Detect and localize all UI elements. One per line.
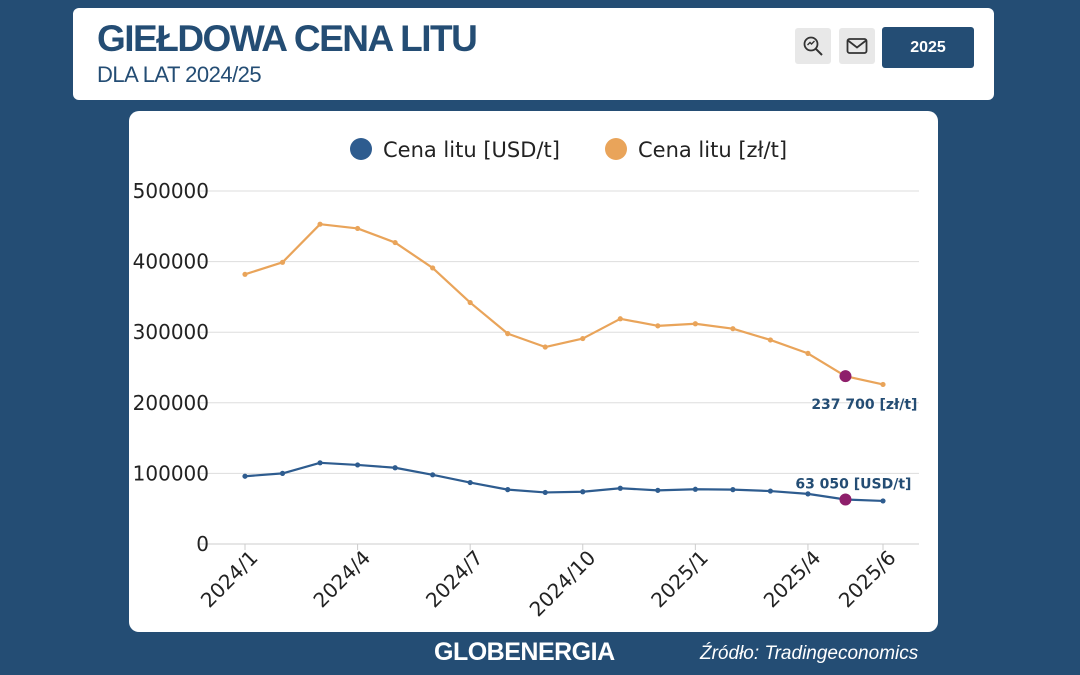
data-point	[580, 489, 586, 495]
mail-icon	[846, 38, 868, 54]
legend-label: Cena litu [USD/t]	[383, 138, 560, 162]
header-card: GIEŁDOWA CENA LITU DLA LAT 2024/25 2025	[73, 8, 994, 100]
data-point	[467, 299, 473, 306]
data-point	[617, 316, 623, 322]
data-point	[467, 479, 473, 486]
x-tick-label: 2025/1	[646, 546, 713, 613]
data-point	[655, 323, 661, 329]
y-tick-label: 0	[196, 532, 209, 556]
data-label: 237 700 [zł/t]	[811, 397, 917, 413]
x-tick-label: 2025/6	[834, 546, 901, 613]
zoom-icon	[803, 36, 823, 56]
y-tick-label: 300000	[133, 320, 209, 344]
data-point	[542, 489, 548, 496]
data-point	[505, 487, 511, 493]
y-tick-label: 500000	[133, 179, 209, 203]
data-point	[805, 491, 811, 497]
series-line	[244, 461, 884, 503]
x-tick-label: 2025/4	[759, 546, 826, 613]
legend-label: Cena litu [zł/t]	[638, 138, 787, 162]
data-point	[392, 239, 398, 246]
data-point	[767, 337, 774, 343]
legend-marker	[605, 138, 627, 160]
data-point	[730, 326, 736, 332]
chart-card: 0 100000 200000 300000 400000 500000 2024/1 202…	[129, 111, 938, 632]
data-point	[880, 498, 886, 504]
data-point	[580, 335, 586, 342]
page-title: GIEŁDOWA CENA LITU	[97, 18, 478, 59]
legend-marker	[350, 138, 372, 160]
data-point	[430, 265, 436, 271]
data-point	[655, 487, 661, 493]
y-tick-label: 100000	[133, 461, 209, 485]
y-tick-label: 200000	[133, 391, 209, 415]
data-point	[692, 321, 698, 327]
data-point	[430, 472, 436, 478]
data-point	[317, 221, 323, 227]
x-tick-label: 2024/7	[421, 546, 488, 613]
x-tick-label: 2024/4	[308, 546, 375, 613]
data-point	[354, 462, 361, 468]
data-point	[505, 331, 511, 337]
x-tick-label: 2024/10	[525, 546, 601, 622]
data-point	[617, 485, 623, 491]
page-subtitle: DLA LAT 2024/25	[97, 62, 262, 87]
data-point	[354, 225, 361, 232]
highlight-point	[839, 370, 852, 383]
data-point	[279, 470, 286, 476]
series-line	[244, 223, 884, 386]
y-tick-label: 400000	[133, 250, 209, 274]
data-point	[279, 259, 286, 265]
data-point	[767, 488, 774, 494]
data-label: 63 050 [USD/t]	[795, 476, 911, 492]
data-point	[880, 381, 886, 388]
data-point	[317, 460, 323, 466]
year-button[interactable]: 2025	[882, 27, 974, 68]
data-point	[242, 473, 248, 479]
data-point	[242, 271, 248, 277]
data-point	[542, 344, 548, 350]
data-point	[692, 486, 698, 492]
brand-logo: GLOBENERGIA	[434, 638, 615, 666]
zoom-button[interactable]	[795, 28, 831, 64]
data-point	[805, 350, 811, 356]
data-point	[730, 487, 736, 493]
source-note: Źródło: Tradingeconomics	[700, 643, 919, 664]
data-point	[392, 465, 398, 471]
highlight-point	[839, 493, 852, 506]
mail-button[interactable]	[839, 28, 875, 64]
